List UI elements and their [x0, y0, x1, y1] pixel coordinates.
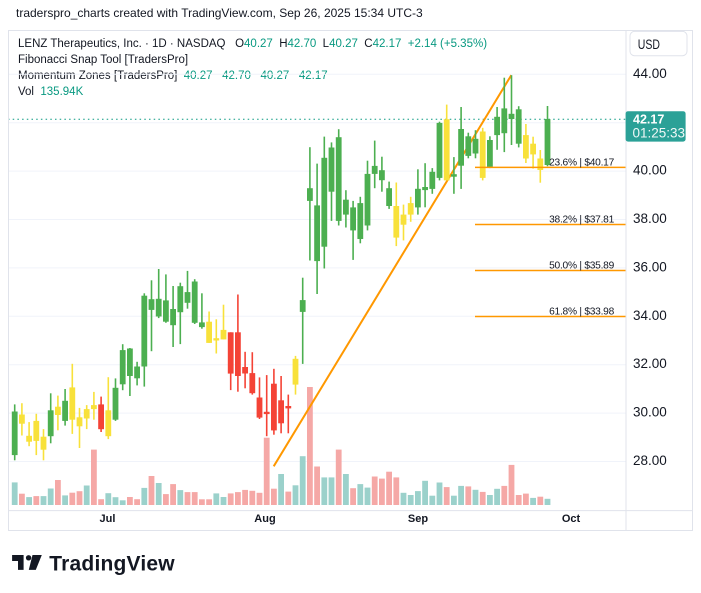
svg-text:30.00: 30.00 — [633, 405, 667, 420]
svg-text:44.00: 44.00 — [633, 66, 667, 81]
svg-text:61.8% | $33.98: 61.8% | $33.98 — [549, 307, 614, 318]
svg-text:Jul: Jul — [100, 513, 116, 525]
svg-text:38.00: 38.00 — [633, 211, 667, 226]
svg-text:38.2% | $37.81: 38.2% | $37.81 — [549, 215, 614, 226]
svg-text:42.17: 42.17 — [633, 113, 664, 127]
svg-text:Aug: Aug — [254, 513, 275, 525]
svg-text:Oct: Oct — [562, 513, 581, 525]
svg-text:01:25:33: 01:25:33 — [633, 125, 686, 140]
svg-text:36.00: 36.00 — [633, 259, 667, 274]
svg-text:USD: USD — [638, 36, 660, 52]
svg-text:28.00: 28.00 — [633, 453, 667, 468]
svg-text:40.00: 40.00 — [633, 163, 667, 178]
svg-text:23.6% | $40.17: 23.6% | $40.17 — [549, 157, 614, 168]
svg-text:Sep: Sep — [408, 513, 428, 525]
svg-text:34.00: 34.00 — [633, 308, 667, 323]
svg-text:32.00: 32.00 — [633, 356, 667, 371]
svg-text:50.0% | $35.89: 50.0% | $35.89 — [549, 261, 614, 272]
svg-text:TradingView: TradingView — [49, 552, 175, 575]
